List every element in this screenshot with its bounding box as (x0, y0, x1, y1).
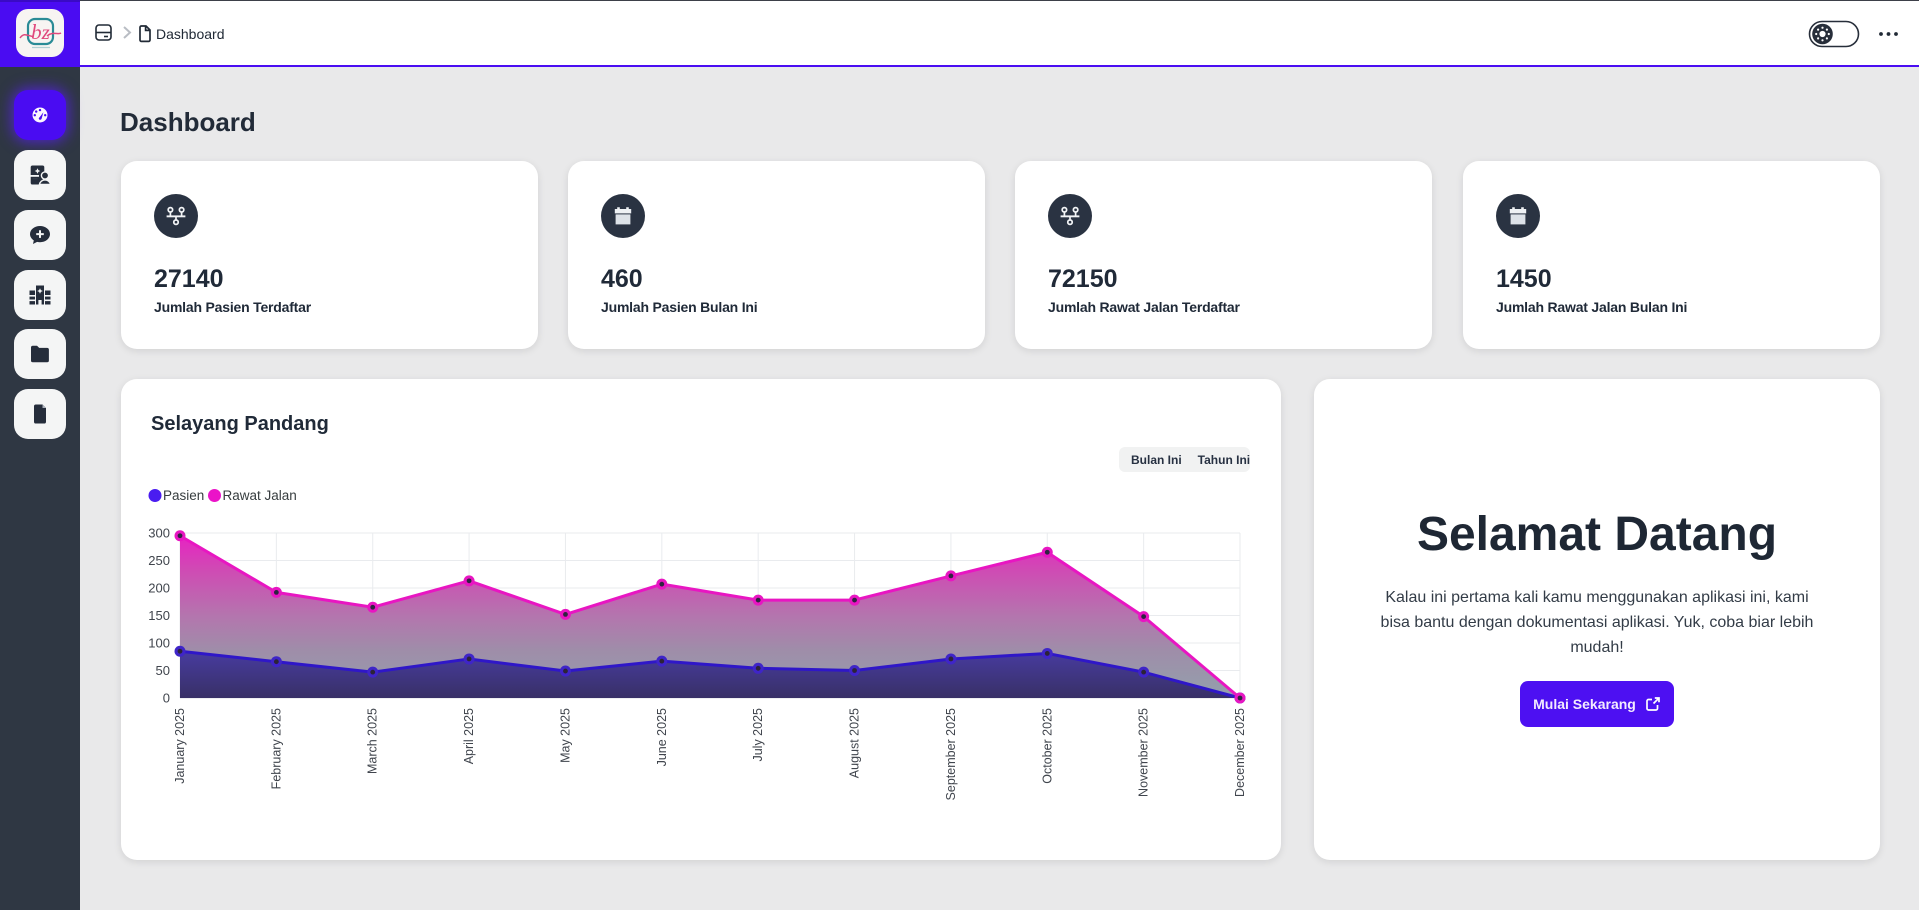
svg-text:February 2025: February 2025 (269, 708, 283, 789)
svg-text:May 2025: May 2025 (558, 708, 572, 763)
svg-text:Pasien: Pasien (163, 488, 204, 503)
svg-text:November 2025: November 2025 (1137, 708, 1151, 797)
svg-text:0: 0 (163, 691, 170, 706)
svg-text:100: 100 (148, 636, 170, 651)
svg-text:150: 150 (148, 608, 170, 623)
svg-text:October 2025: October 2025 (1040, 708, 1054, 784)
svg-text:June 2025: June 2025 (655, 708, 669, 766)
svg-text:September 2025: September 2025 (944, 708, 958, 800)
svg-text:December 2025: December 2025 (1233, 708, 1247, 797)
svg-text:300: 300 (148, 526, 170, 541)
svg-text:March 2025: March 2025 (366, 708, 380, 774)
svg-text:200: 200 (148, 581, 170, 596)
svg-text:August 2025: August 2025 (848, 708, 862, 778)
svg-text:April 2025: April 2025 (462, 708, 476, 764)
svg-text:bz: bz (31, 20, 50, 44)
svg-text:250: 250 (148, 553, 170, 568)
svg-text:50: 50 (156, 663, 170, 678)
svg-text:January 2025: January 2025 (173, 708, 187, 784)
svg-text:July 2025: July 2025 (751, 708, 765, 762)
svg-text:Rawat Jalan: Rawat Jalan (223, 488, 297, 503)
